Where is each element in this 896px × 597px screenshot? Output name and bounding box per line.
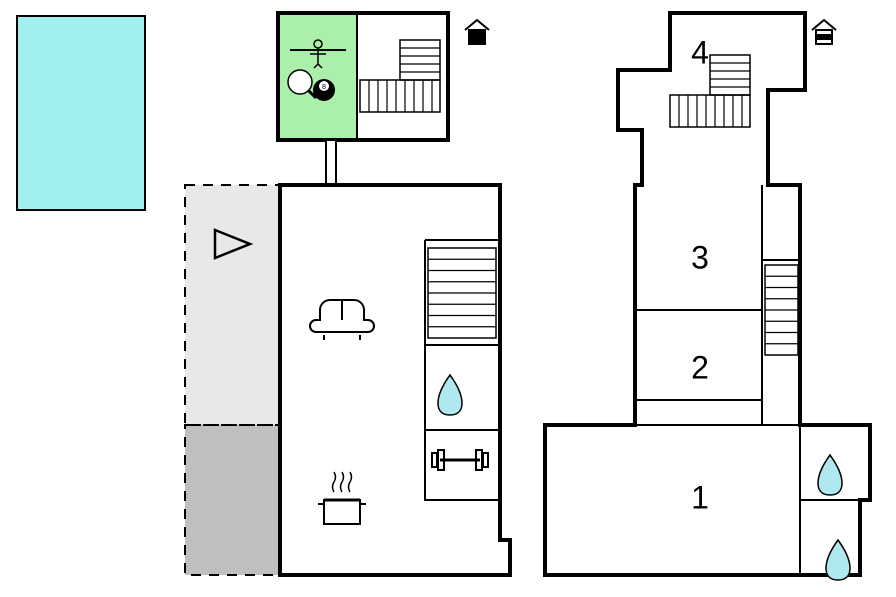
eight-ball-label: 8: [322, 84, 326, 91]
room-number: 1: [691, 479, 709, 515]
zone-fill: [185, 185, 280, 425]
zone-fill: [185, 425, 280, 575]
connector: [326, 140, 336, 185]
pool: [17, 16, 145, 210]
room-number: 2: [691, 349, 709, 385]
left-building-outline: [280, 185, 510, 575]
room-number: 4: [691, 34, 709, 70]
room-number: 3: [691, 239, 709, 275]
